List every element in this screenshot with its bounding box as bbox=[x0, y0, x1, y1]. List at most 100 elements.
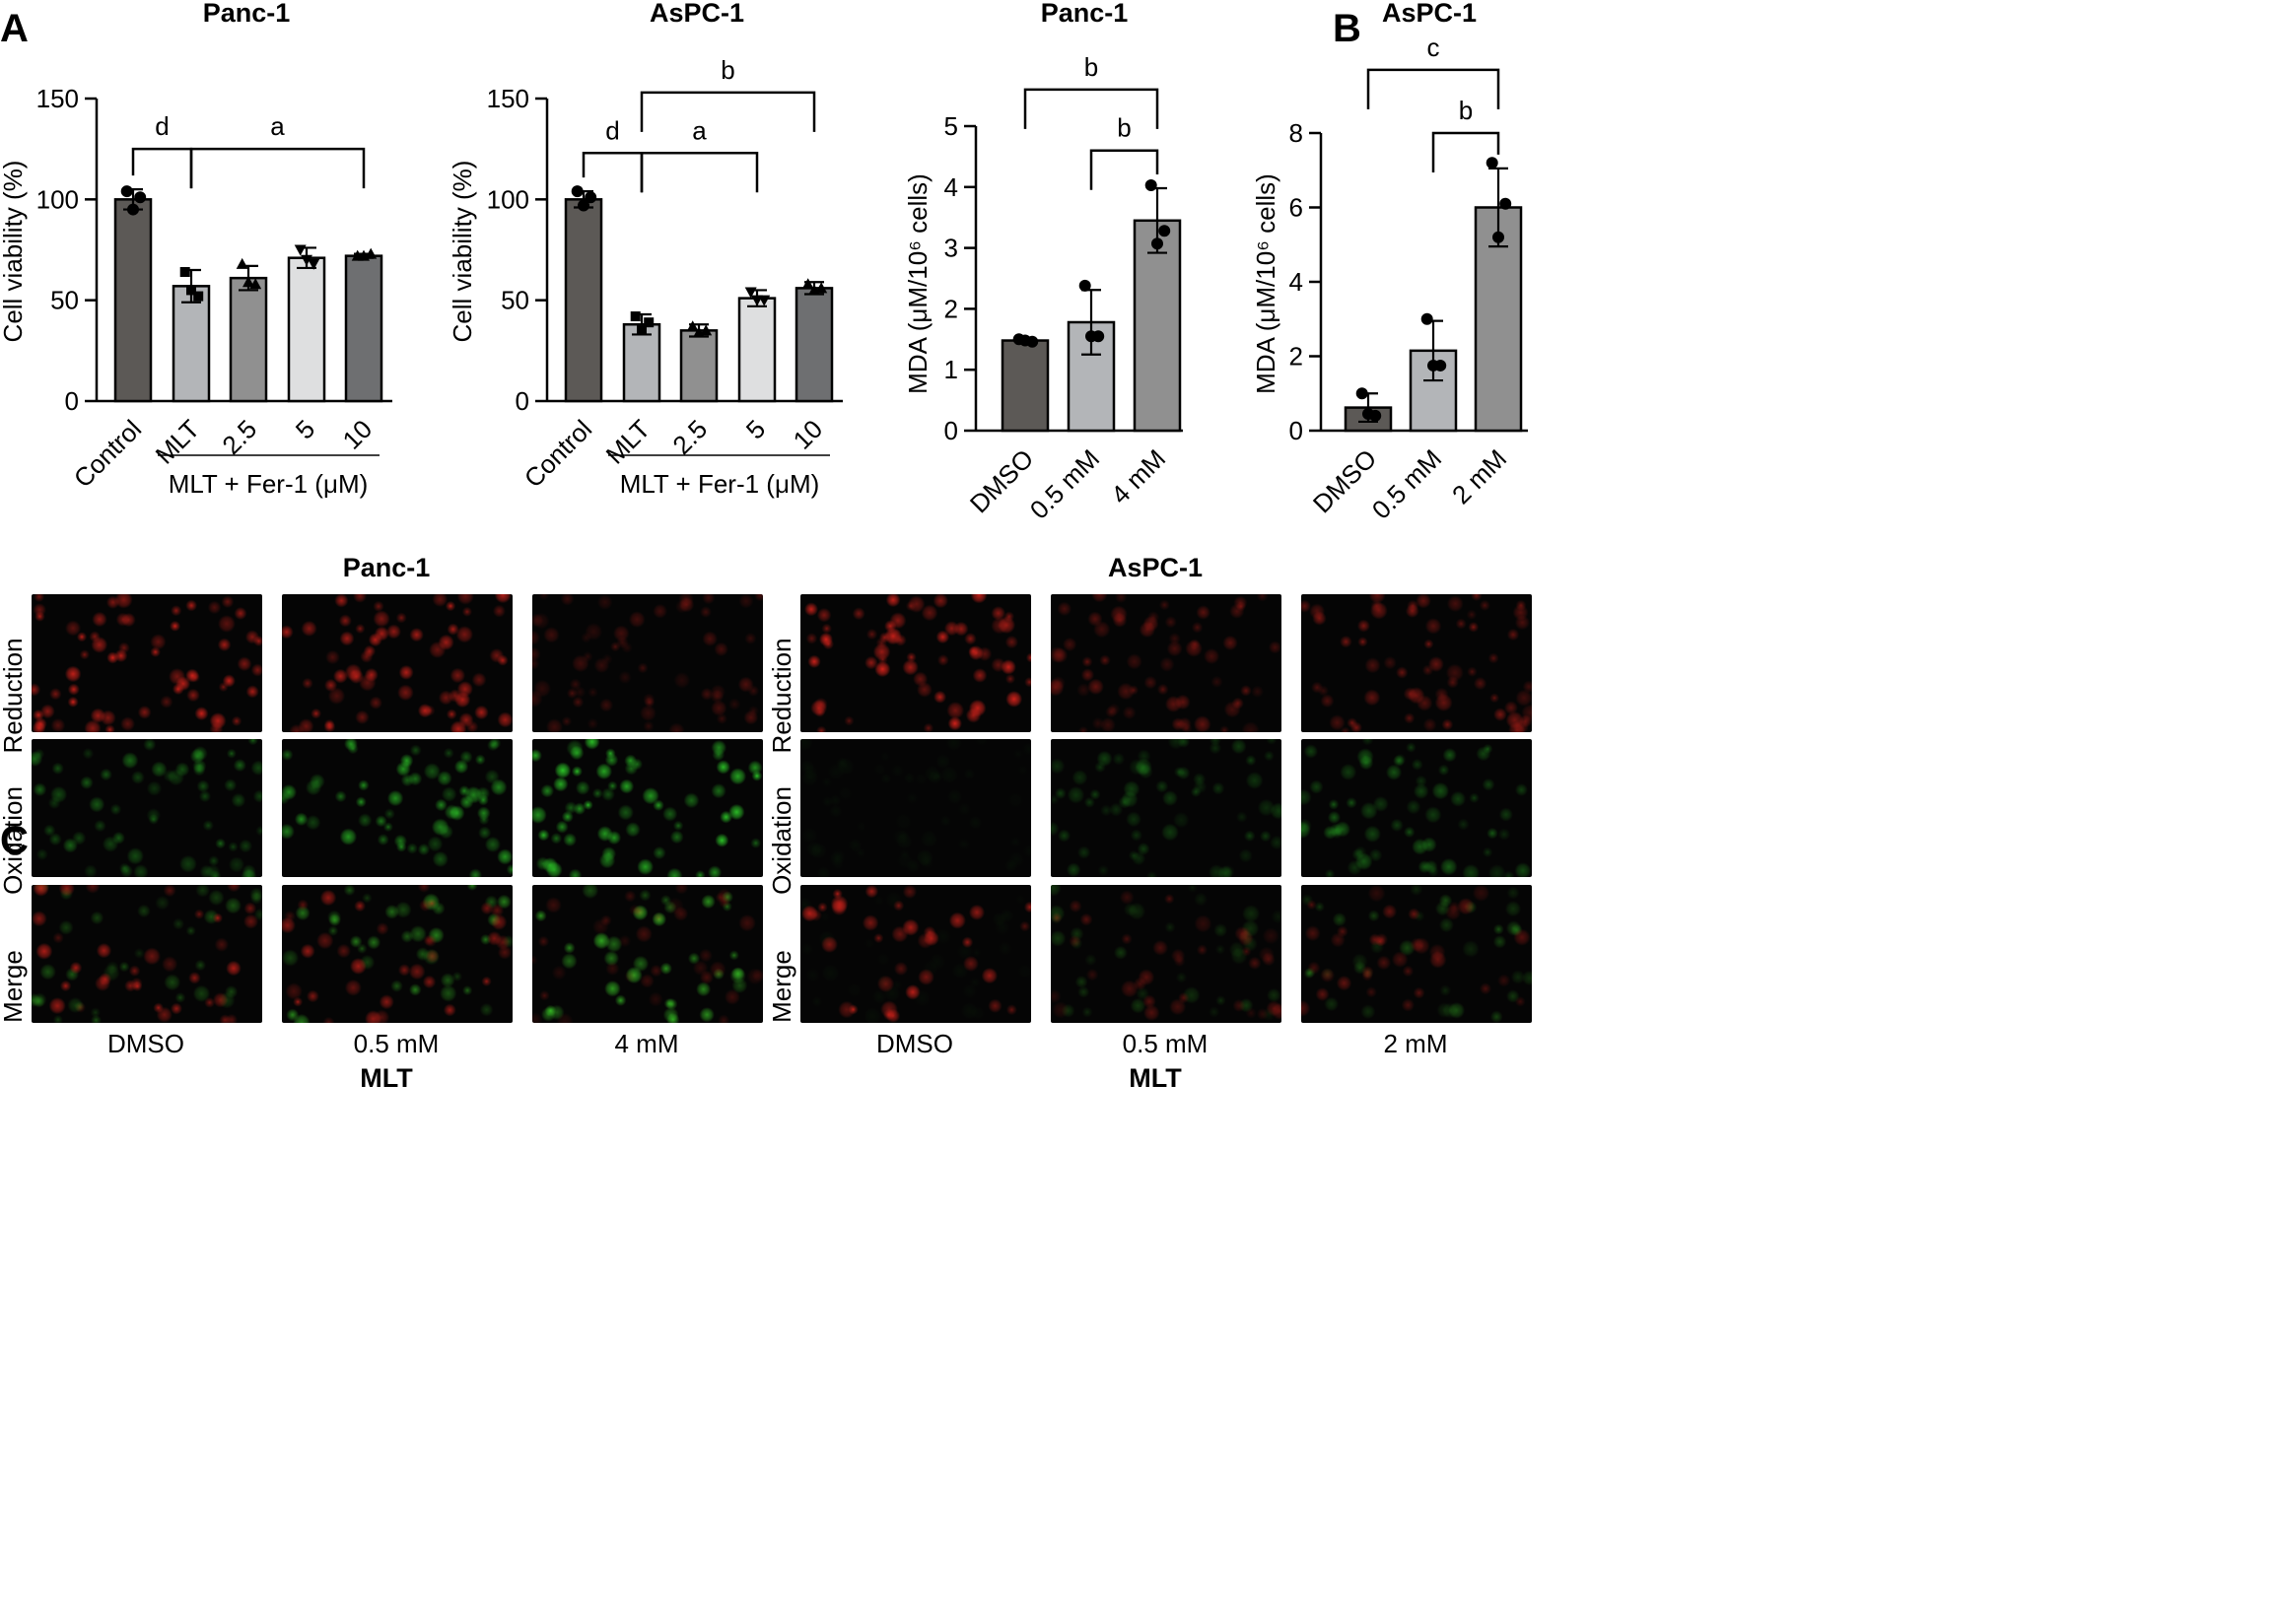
x-tick-label: 0.5 mM bbox=[1366, 443, 1448, 525]
data-point bbox=[1085, 330, 1097, 343]
micrograph-merge bbox=[1301, 885, 1532, 1023]
chart-title: AsPC-1 bbox=[650, 0, 744, 28]
micrograph-reduction bbox=[1051, 594, 1281, 732]
data-point bbox=[186, 285, 196, 296]
data-point bbox=[1151, 237, 1163, 250]
microscopy-labels-layer: Panc-1 Reduction Oxidation Merge DMSO 0.5 mM 4… bbox=[0, 553, 1448, 1093]
condition-label: DMSO bbox=[876, 1029, 953, 1058]
significance-label: d bbox=[605, 115, 619, 145]
bar bbox=[287, 256, 326, 403]
x-tick-label: MLT bbox=[600, 414, 657, 470]
micrograph-oxidation bbox=[32, 739, 262, 877]
bar bbox=[344, 254, 383, 403]
micrograph-merge bbox=[1051, 885, 1281, 1023]
data-point bbox=[801, 278, 814, 290]
micrograph-reduction bbox=[800, 594, 1031, 732]
chart-0: Panc-1 0 50 100 150 Cell viability (%) Control… bbox=[0, 0, 392, 499]
y-tick-label: 4 bbox=[944, 172, 958, 202]
data-point bbox=[808, 284, 820, 296]
significance-bracket bbox=[1023, 88, 1159, 129]
y-tick-label: 100 bbox=[36, 184, 79, 214]
data-point bbox=[1158, 225, 1171, 237]
treatment-label: MLT bbox=[1129, 1063, 1182, 1093]
row-label: Reduction bbox=[767, 638, 796, 753]
y-tick-label: 6 bbox=[1289, 193, 1303, 223]
data-point bbox=[693, 326, 705, 338]
micrograph-merge bbox=[32, 885, 262, 1023]
data-point bbox=[630, 311, 641, 322]
micrograph-oxidation bbox=[532, 739, 763, 877]
bar bbox=[229, 276, 268, 403]
y-tick-label: 50 bbox=[50, 286, 79, 315]
data-point bbox=[134, 191, 147, 204]
significance-bracket bbox=[640, 91, 816, 132]
data-point bbox=[578, 199, 589, 212]
y-tick-label: 2 bbox=[944, 294, 958, 323]
x-tick-label: Control bbox=[68, 414, 147, 493]
y-tick-label: 5 bbox=[944, 111, 958, 141]
x-tick-label: Control bbox=[518, 414, 597, 493]
significance-bracket bbox=[189, 147, 366, 189]
chart-title: AsPC-1 bbox=[1382, 0, 1477, 28]
data-point bbox=[585, 191, 597, 204]
significance-bracket bbox=[131, 147, 193, 189]
significance-label: b bbox=[1084, 52, 1098, 82]
y-axis-label: MDA (μM/10⁶ cells) bbox=[903, 173, 933, 394]
bar bbox=[1001, 339, 1050, 433]
y-tick-label: 150 bbox=[36, 84, 79, 113]
x-tick-label: 10 bbox=[788, 414, 829, 455]
microscopy-group-title: Panc-1 bbox=[343, 553, 431, 582]
row-label: Merge bbox=[0, 950, 28, 1023]
data-point bbox=[294, 244, 307, 256]
significance-bracket bbox=[1089, 149, 1159, 190]
micrograph-oxidation bbox=[800, 739, 1031, 877]
x-tick-label: 5 bbox=[740, 414, 771, 444]
significance-label: c bbox=[1427, 33, 1440, 62]
row-label: Merge bbox=[767, 950, 796, 1023]
significance-bracket bbox=[640, 152, 759, 193]
micrograph-reduction bbox=[532, 594, 763, 732]
significance-label: b bbox=[721, 55, 734, 85]
significance-label: b bbox=[1459, 96, 1473, 125]
data-point bbox=[308, 258, 320, 270]
x-tick-label: 10 bbox=[337, 414, 379, 455]
data-point bbox=[193, 291, 204, 302]
data-point bbox=[358, 249, 370, 261]
row-label: Oxidation bbox=[0, 786, 28, 895]
micrograph-reduction bbox=[32, 594, 262, 732]
chart-1: AsPC-1 0 50 100 150 Cell viability (%) Control… bbox=[448, 0, 843, 499]
condition-label: 0.5 mM bbox=[354, 1029, 440, 1058]
data-point bbox=[815, 282, 828, 294]
data-point bbox=[1362, 408, 1374, 421]
y-tick-label: 0 bbox=[944, 416, 958, 445]
data-point bbox=[644, 317, 655, 328]
micrograph-reduction bbox=[1301, 594, 1532, 732]
y-tick-label: 0 bbox=[516, 386, 529, 416]
condition-label: 2 mM bbox=[1384, 1029, 1448, 1058]
data-point bbox=[1078, 279, 1091, 292]
bar bbox=[795, 287, 834, 403]
x-tick-label: 2.5 bbox=[666, 414, 713, 460]
bar bbox=[172, 285, 211, 403]
significance-label: b bbox=[1117, 113, 1131, 143]
significance-bracket bbox=[1366, 68, 1500, 109]
data-point bbox=[301, 254, 312, 266]
y-tick-label: 0 bbox=[1289, 416, 1303, 445]
y-tick-label: 8 bbox=[1289, 118, 1303, 148]
bar bbox=[679, 329, 719, 403]
bar bbox=[737, 297, 777, 403]
x-tick-label: 5 bbox=[290, 414, 320, 444]
x-tick-label: 2.5 bbox=[216, 414, 262, 460]
data-point bbox=[1355, 387, 1368, 400]
x-tick-label: 0.5 mM bbox=[1024, 443, 1106, 525]
bar bbox=[564, 198, 603, 403]
data-point bbox=[1420, 312, 1433, 325]
condition-label: 0.5 mM bbox=[1123, 1029, 1209, 1058]
y-axis-label: MDA (μM/10⁶ cells) bbox=[1251, 173, 1280, 394]
group-label: MLT + Fer-1 (μM) bbox=[169, 469, 369, 499]
row-label: Reduction bbox=[0, 638, 28, 753]
data-point bbox=[365, 247, 378, 259]
micrograph-reduction bbox=[282, 594, 513, 732]
microscopy-group-title: AsPC-1 bbox=[1108, 553, 1203, 582]
